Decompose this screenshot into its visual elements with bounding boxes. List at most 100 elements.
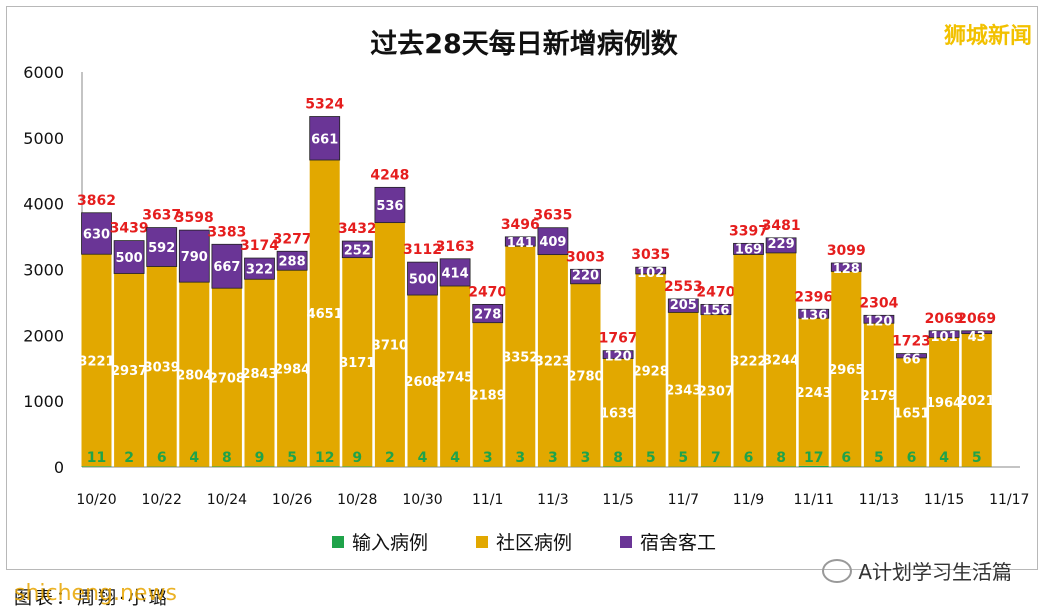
bar-community xyxy=(505,246,536,467)
data-label-community: 3221 xyxy=(78,354,114,369)
data-label-imported: 7 xyxy=(711,450,721,466)
data-label-imported: 12 xyxy=(315,450,334,466)
stacked-bar-chart: 0100020003000400050006000322163011386229… xyxy=(23,63,1029,508)
x-tick-label: 11/3 xyxy=(537,492,568,508)
data-label-community: 3352 xyxy=(502,350,538,365)
data-label-dorm: 120 xyxy=(605,350,632,365)
data-label-dorm: 500 xyxy=(116,251,143,266)
data-label-total: 1723 xyxy=(892,334,931,350)
bar-dorm xyxy=(928,330,960,338)
data-label-dorm: 229 xyxy=(768,237,795,252)
legend-item-imported: 输入病例 xyxy=(331,528,428,555)
data-label-community: 2804 xyxy=(176,368,212,383)
bar-dorm xyxy=(472,303,504,324)
data-label-dorm: 661 xyxy=(311,132,338,147)
x-tick-label: 11/5 xyxy=(602,492,633,508)
x-tick-label: 11/17 xyxy=(989,492,1029,508)
data-label-community: 2243 xyxy=(796,386,832,401)
legend-item-dorm: 宿舍客工 xyxy=(620,528,716,555)
legend-item-community: 社区病例 xyxy=(475,528,572,555)
legend-swatch-imported xyxy=(331,535,344,548)
data-label-total: 3598 xyxy=(175,210,214,226)
bar-dorm xyxy=(863,314,895,324)
data-label-community: 2708 xyxy=(209,371,245,386)
bar-community xyxy=(179,282,210,467)
x-tick-label: 10/30 xyxy=(402,492,442,508)
data-label-total: 3496 xyxy=(501,217,540,233)
data-label-total: 3174 xyxy=(240,238,279,254)
bar-dorm xyxy=(635,266,667,275)
bar-dorm xyxy=(961,330,993,335)
data-label-total: 3637 xyxy=(142,208,181,224)
data-label-community: 2745 xyxy=(437,370,473,385)
data-label-community: 4651 xyxy=(307,307,343,322)
data-label-imported: 3 xyxy=(483,450,493,466)
x-tick-label: 11/11 xyxy=(794,492,834,508)
data-label-dorm: 220 xyxy=(572,268,599,283)
data-label-total: 3003 xyxy=(566,249,605,265)
bar-dorm xyxy=(733,242,764,255)
bar-community xyxy=(603,358,634,467)
x-tick-label: 10/24 xyxy=(207,492,247,508)
bar-dorm xyxy=(798,308,830,319)
bar-community xyxy=(798,318,829,466)
data-label-imported: 17 xyxy=(804,450,823,466)
wechat-icon xyxy=(822,558,853,583)
data-label-dorm: 169 xyxy=(735,242,762,257)
bar-imported xyxy=(244,466,275,467)
data-label-community: 1651 xyxy=(893,406,929,421)
data-label-total: 3397 xyxy=(729,223,768,239)
data-label-imported: 4 xyxy=(450,450,460,466)
bar-community xyxy=(244,279,275,467)
bar-community xyxy=(407,295,438,467)
bar-community xyxy=(929,337,960,467)
data-label-dorm: 630 xyxy=(83,227,110,242)
bar-dorm xyxy=(276,250,308,271)
data-label-total: 1767 xyxy=(599,331,638,347)
data-label-total: 3862 xyxy=(77,193,116,209)
bar-community xyxy=(896,357,927,467)
data-label-imported: 5 xyxy=(646,450,656,466)
data-label-total: 3439 xyxy=(110,221,149,237)
data-label-imported: 6 xyxy=(907,450,917,466)
watermark: shicheng.news xyxy=(14,581,177,606)
data-label-dorm: 120 xyxy=(865,314,892,329)
data-label-total: 3277 xyxy=(273,231,312,247)
legend-label-imported: 输入病例 xyxy=(351,532,428,554)
data-label-total: 3099 xyxy=(827,243,866,259)
bar-dorm xyxy=(341,240,373,259)
x-tick-label: 11/15 xyxy=(924,492,964,508)
data-label-imported: 3 xyxy=(581,450,591,466)
data-label-imported: 5 xyxy=(678,450,688,466)
data-label-community: 2021 xyxy=(959,394,995,409)
data-label-total: 5324 xyxy=(305,97,344,113)
y-tick-label: 4000 xyxy=(23,195,64,214)
bar-community xyxy=(635,273,666,467)
bar-dorm xyxy=(439,258,471,287)
y-tick-label: 5000 xyxy=(23,129,64,148)
bar-dorm xyxy=(504,236,536,247)
data-label-dorm: 288 xyxy=(279,255,306,270)
bar-dorm xyxy=(896,353,927,359)
x-tick-label: 11/13 xyxy=(859,492,899,508)
data-label-imported: 3 xyxy=(515,450,525,466)
data-label-community: 3223 xyxy=(535,355,571,370)
data-label-community: 2780 xyxy=(567,369,603,384)
y-tick-label: 6000 xyxy=(23,63,64,82)
data-label-dorm: 322 xyxy=(246,263,273,278)
data-label-dorm: 278 xyxy=(474,308,501,323)
x-tick-label: 10/28 xyxy=(337,492,377,508)
bar-dorm xyxy=(830,262,862,272)
data-label-total: 3383 xyxy=(207,224,246,240)
bar-imported xyxy=(211,466,242,467)
data-label-community: 2843 xyxy=(241,367,277,382)
data-label-community: 1964 xyxy=(926,396,962,411)
data-label-total: 2553 xyxy=(664,279,703,295)
y-tick-label: 0 xyxy=(54,458,64,477)
legend-swatch-community xyxy=(475,535,488,548)
data-label-dorm: 667 xyxy=(213,260,240,275)
data-label-community: 2608 xyxy=(404,375,440,390)
data-label-imported: 2 xyxy=(124,450,134,466)
data-label-imported: 8 xyxy=(222,450,232,466)
data-label-dorm: 128 xyxy=(833,262,860,277)
